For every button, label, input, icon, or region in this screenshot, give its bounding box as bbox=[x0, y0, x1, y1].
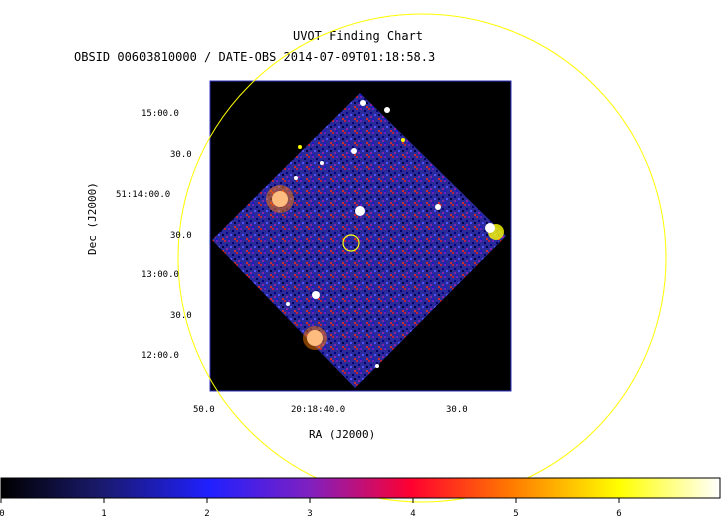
y-axis-label: Dec (J2000) bbox=[86, 182, 99, 255]
dec-tick: 30.0 bbox=[170, 311, 192, 321]
colorbar-label: 2 bbox=[204, 509, 210, 519]
dec-tick: 15:00.0 bbox=[141, 109, 179, 119]
colorbar bbox=[0, 477, 721, 499]
chart-subtitle: OBSID 00603810000 / DATE-OBS 2014-07-09T… bbox=[74, 50, 436, 64]
colorbar-label: 0 bbox=[0, 509, 5, 519]
dec-tick: 30.0 bbox=[170, 231, 192, 241]
colorbar-label: 1 bbox=[101, 509, 107, 519]
fov-circle bbox=[177, 13, 667, 503]
x-axis-label: RA (J2000) bbox=[309, 428, 376, 441]
ra-tick: 20:18:40.0 bbox=[291, 405, 346, 415]
colorbar-label: 3 bbox=[307, 509, 313, 519]
colorbar-label: 5 bbox=[513, 509, 519, 519]
target-circle bbox=[342, 234, 360, 252]
dec-tick: 30.0 bbox=[170, 150, 192, 160]
colorbar-label: 6 bbox=[616, 509, 622, 519]
colorbar-ticks bbox=[0, 498, 620, 503]
ra-tick: 30.0 bbox=[446, 405, 468, 415]
ra-tick: 50.0 bbox=[193, 405, 215, 415]
dec-tick: 12:00.0 bbox=[141, 351, 179, 361]
dec-tick: 13:00.0 bbox=[141, 270, 179, 280]
bright-sources bbox=[266, 100, 504, 368]
chart-title: UVOT Finding Chart bbox=[292, 29, 424, 43]
dec-tick: 51:14:00.0 bbox=[116, 190, 171, 200]
colorbar-label: 4 bbox=[410, 509, 416, 519]
